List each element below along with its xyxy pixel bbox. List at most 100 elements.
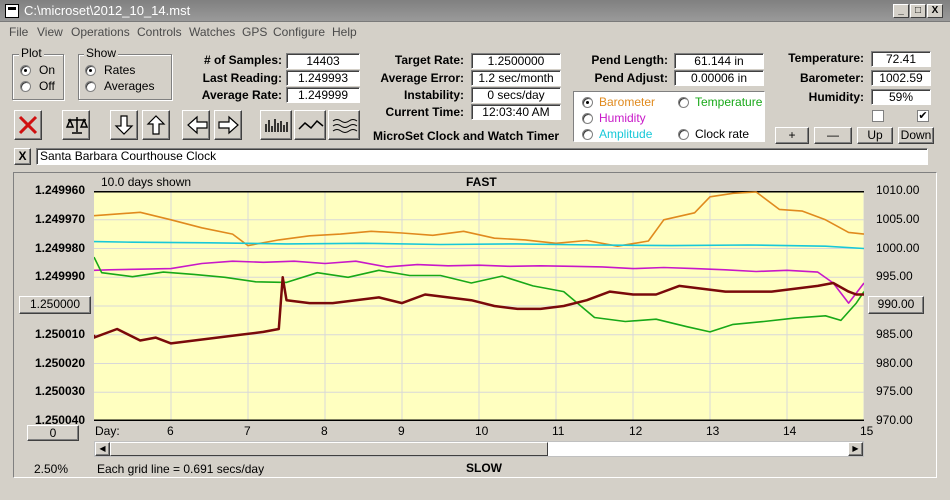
menu-help[interactable]: Help bbox=[332, 25, 357, 39]
wave-view-button[interactable] bbox=[328, 110, 360, 140]
day-tick: 13 bbox=[706, 424, 720, 438]
amplitude-option: Amplitude bbox=[599, 127, 653, 141]
line-view-button[interactable] bbox=[294, 110, 326, 140]
day-tick: 11 bbox=[552, 424, 565, 438]
temperature-label: Temperature: bbox=[788, 51, 864, 65]
offset-zero-button[interactable]: 0 bbox=[27, 425, 79, 441]
menu-configure[interactable]: Configure bbox=[273, 25, 326, 39]
sensor-select-box: Barometer Temperature Humidity Amplitude… bbox=[573, 91, 765, 142]
plot-group bbox=[12, 54, 64, 100]
humidity-option: Humidity bbox=[599, 111, 646, 125]
right-axis-tick: 1000.00 bbox=[876, 240, 920, 255]
average-error-field: 1.2 sec/month bbox=[471, 70, 561, 86]
menu-watches[interactable]: Watches bbox=[189, 25, 236, 39]
barometer-label: Barometer: bbox=[799, 71, 864, 85]
day-tick: 12 bbox=[629, 424, 643, 438]
bars-view-button[interactable] bbox=[260, 110, 292, 140]
grid-note-label: Each grid line = 0.691 secs/day bbox=[97, 462, 265, 476]
arrow-up-icon bbox=[146, 115, 166, 135]
center-rate-button[interactable]: 1.250000 bbox=[19, 296, 91, 314]
samples-label: # of Samples: bbox=[203, 53, 282, 67]
clock-rate-radio[interactable] bbox=[678, 129, 689, 140]
rate-chart bbox=[94, 191, 864, 421]
left-axis-tick: 1.250040 bbox=[34, 413, 85, 427]
humidity-radio[interactable] bbox=[582, 113, 593, 124]
temperature-radio[interactable] bbox=[678, 97, 689, 108]
plot-on-radio[interactable] bbox=[20, 65, 31, 76]
chart-panel bbox=[13, 172, 937, 478]
slow-label: SLOW bbox=[466, 461, 502, 475]
scrollbar-track[interactable] bbox=[548, 442, 848, 456]
scroll-left-button[interactable]: ◀ bbox=[95, 442, 110, 456]
right-axis-tick: 970.00 bbox=[876, 413, 913, 427]
pend-length-field[interactable]: 61.144 in bbox=[674, 53, 764, 69]
day-label: Day: bbox=[95, 424, 120, 438]
stop-button[interactable] bbox=[14, 110, 42, 140]
scroll-up-button[interactable]: Up bbox=[857, 127, 893, 144]
amplitude-radio[interactable] bbox=[582, 129, 593, 140]
barometer-radio[interactable] bbox=[582, 97, 593, 108]
line-graph-icon bbox=[298, 119, 324, 130]
show-averages-radio[interactable] bbox=[85, 81, 96, 92]
scale-minus-button[interactable]: — bbox=[814, 127, 852, 144]
balance-scale-icon bbox=[65, 117, 89, 134]
series-line-temperature bbox=[94, 256, 864, 333]
right-axis-tick: 1005.00 bbox=[876, 211, 920, 226]
pend-adjust-label: Pend Adjust: bbox=[594, 71, 668, 85]
close-button[interactable]: X bbox=[927, 4, 943, 18]
app-icon bbox=[5, 4, 19, 18]
series-line-amplitude bbox=[94, 240, 864, 250]
left-axis-tick: 1.250020 bbox=[34, 355, 85, 370]
show-rates-radio[interactable] bbox=[85, 65, 96, 76]
arrow-right-button[interactable] bbox=[214, 110, 242, 140]
target-rate-field[interactable]: 1.2500000 bbox=[471, 53, 561, 69]
minimize-button[interactable]: _ bbox=[893, 4, 909, 18]
app-caption: MicroSet Clock and Watch Timer bbox=[373, 129, 560, 143]
scale-plus-button[interactable]: + bbox=[775, 127, 809, 144]
average-rate-field: 1.249999 bbox=[286, 87, 360, 103]
menu-operations[interactable]: Operations bbox=[71, 25, 130, 39]
plot-off-label: Off bbox=[39, 79, 55, 93]
checkbox-1[interactable] bbox=[872, 110, 884, 122]
plot-off-radio[interactable] bbox=[20, 81, 31, 92]
time-scrollbar[interactable]: ◀ ▶ bbox=[94, 441, 864, 457]
instability-field: 0 secs/day bbox=[471, 87, 561, 103]
arrow-left-button[interactable] bbox=[182, 110, 210, 140]
clock-name-field[interactable]: Santa Barbara Courthouse Clock bbox=[36, 148, 928, 165]
arrow-up-button[interactable] bbox=[142, 110, 170, 140]
left-axis-tick: 1.249980 bbox=[34, 240, 85, 255]
red-x-icon bbox=[18, 115, 38, 135]
day-tick: 8 bbox=[321, 424, 328, 438]
show-group bbox=[78, 54, 172, 100]
scrollbar-thumb[interactable] bbox=[110, 442, 548, 456]
arrow-down-icon bbox=[114, 115, 134, 135]
temperature-field: 72.41 bbox=[871, 51, 931, 67]
clock-rate-option: Clock rate bbox=[695, 127, 750, 141]
humidity-label: Humidity: bbox=[808, 90, 864, 104]
maximize-button[interactable]: □ bbox=[910, 4, 926, 18]
right-axis-tick: 995.00 bbox=[876, 269, 913, 284]
center-baro-button[interactable]: 990.00 bbox=[868, 296, 924, 314]
clear-name-button[interactable]: X bbox=[14, 148, 31, 165]
current-time-field: 12:03:40 AM bbox=[471, 104, 561, 120]
menu-controls[interactable]: Controls bbox=[137, 25, 182, 39]
wave-lines-icon bbox=[332, 119, 358, 133]
arrow-down-button[interactable] bbox=[110, 110, 138, 140]
scroll-down-button[interactable]: Down bbox=[898, 127, 934, 144]
scroll-right-button[interactable]: ▶ bbox=[848, 442, 863, 456]
menu-file[interactable]: File bbox=[9, 25, 29, 39]
menu-gps[interactable]: GPS bbox=[242, 25, 268, 39]
left-axis-tick: 1.249970 bbox=[34, 211, 85, 226]
left-axis-tick: 1.249990 bbox=[34, 269, 85, 284]
days-shown-label: 10.0 days shown bbox=[101, 175, 192, 189]
balance-button[interactable] bbox=[62, 110, 90, 140]
right-axis-tick: 985.00 bbox=[876, 326, 913, 341]
day-tick: 9 bbox=[398, 424, 405, 438]
day-tick: 10 bbox=[475, 424, 489, 438]
menu-view[interactable]: View bbox=[37, 25, 63, 39]
percent-label: 2.50% bbox=[34, 462, 69, 476]
current-time-label: Current Time: bbox=[385, 105, 464, 119]
checkbox-2[interactable]: ✔ bbox=[917, 110, 929, 122]
show-averages-label: Averages bbox=[104, 79, 155, 93]
barometer-option: Barometer bbox=[599, 95, 656, 109]
